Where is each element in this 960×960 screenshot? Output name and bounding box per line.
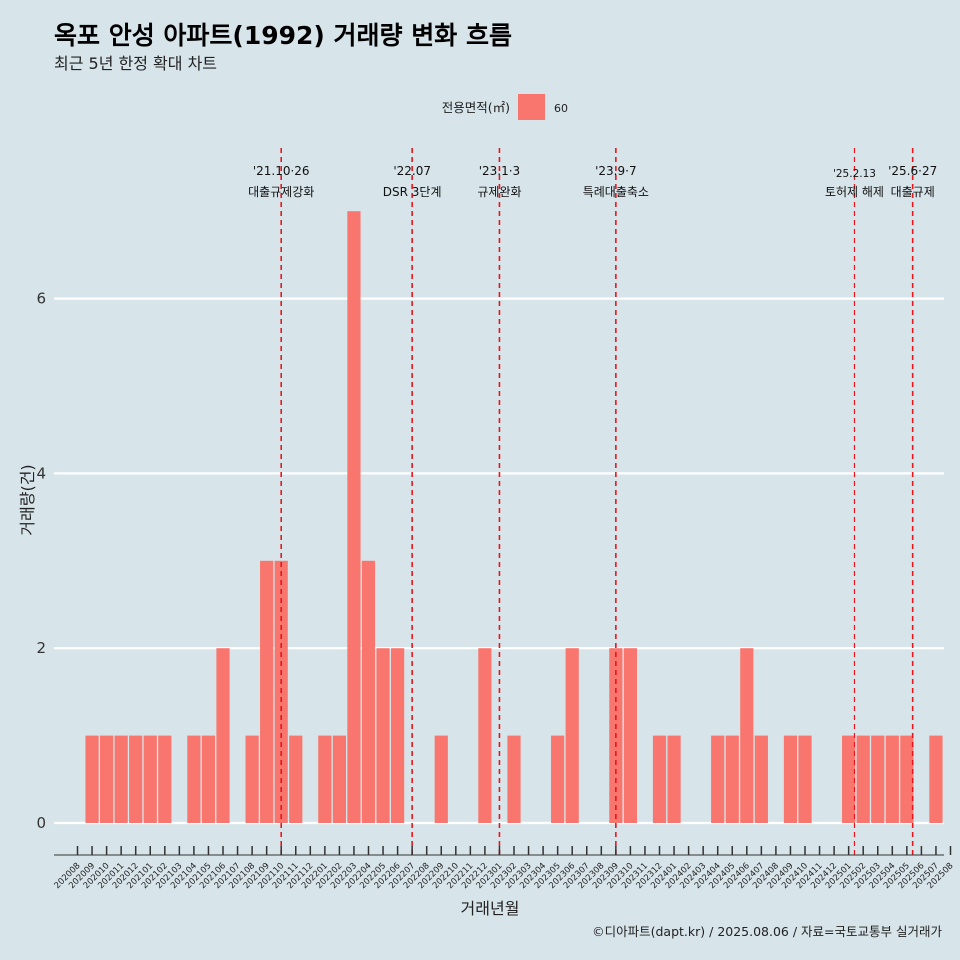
bar-202410 <box>798 735 812 823</box>
bar-202305 <box>551 735 565 823</box>
caption: ©디아파트(dapt.kr) / 2025.08.06 / 자료=국토교통부 실… <box>592 924 942 939</box>
bar-202105 <box>201 735 216 823</box>
bar-202201 <box>318 735 332 823</box>
bar-202202 <box>332 735 346 823</box>
event-name-label: 토허제 해제 <box>825 185 884 199</box>
bar-202104 <box>187 735 201 823</box>
bar-202102 <box>158 735 172 823</box>
event-date-label: '22.07 <box>393 164 431 178</box>
bar-202010 <box>100 735 114 823</box>
legend-title: 전용면적(㎡) <box>442 100 510 115</box>
event-date-label: '23.9·7 <box>595 164 636 178</box>
y-tick-label: 6 <box>36 290 46 308</box>
y-axis-title: 거래량(건) <box>18 464 37 535</box>
bars <box>85 211 943 823</box>
bar-202203 <box>347 211 361 823</box>
bar-202209 <box>434 735 448 823</box>
legend: 전용면적(㎡) 60 <box>442 94 568 120</box>
bar-202012 <box>129 735 143 823</box>
event-name-label: 특례대출축소 <box>583 185 649 199</box>
bar-202108 <box>245 735 259 823</box>
event-name-label: 대출규제 <box>891 185 935 199</box>
bar-202406 <box>740 648 754 823</box>
y-axis-ticks: 0 2 4 6 <box>36 290 46 832</box>
bar-202204 <box>361 560 376 823</box>
bar-202205 <box>376 648 390 823</box>
y-tick-label: 4 <box>36 464 46 482</box>
legend-label-60: 60 <box>554 102 568 115</box>
bar-202109 <box>260 560 274 823</box>
bar-202106 <box>216 648 230 823</box>
bar-202404 <box>711 735 725 823</box>
event-date-label: '25.2.13 <box>833 168 876 180</box>
event-date-label: '25.6·27 <box>888 164 937 178</box>
bar-202101 <box>143 735 157 823</box>
bar-202502 <box>856 735 870 823</box>
event-date-label: '23.1·3 <box>479 164 520 178</box>
event-lines <box>280 148 914 855</box>
bar-202111 <box>289 735 303 823</box>
bar-202312 <box>652 735 667 823</box>
chart-subtitle: 최근 5년 한정 확대 차트 <box>54 54 217 73</box>
bar-202011 <box>114 735 128 823</box>
y-tick-label: 2 <box>36 639 46 657</box>
x-axis: 2020082020092020102020112020122021012021… <box>53 846 956 891</box>
bar-202504 <box>885 735 899 823</box>
event-name-label: 규제완화 <box>477 185 521 199</box>
bar-202310 <box>623 648 637 823</box>
legend-key-60 <box>518 94 545 120</box>
event-annotations: '21.10·26 대출규제강화 '22.07 DSR 3단계 '23.1·3 규제완화 '… <box>248 164 937 199</box>
bar-202407 <box>754 735 768 823</box>
bar-202505 <box>900 735 914 823</box>
bar-202501 <box>842 735 856 823</box>
chart-title: 옥포 안성 아파트(1992) 거래량 변화 흐름 <box>54 21 512 50</box>
event-name-label: 대출규제강화 <box>248 185 314 199</box>
bar-202212 <box>478 648 492 823</box>
y-tick-label: 0 <box>36 814 46 832</box>
bar-202405 <box>725 735 739 823</box>
x-axis-title: 거래년월 <box>461 899 520 918</box>
bar-202409 <box>783 735 798 823</box>
bar-202503 <box>871 735 885 823</box>
event-name-label: DSR 3단계 <box>383 185 442 199</box>
event-date-label: '21.10·26 <box>253 164 310 178</box>
bar-202206 <box>391 648 405 823</box>
bar-202009 <box>85 735 99 823</box>
bar-202306 <box>565 648 579 823</box>
bar-202302 <box>507 735 521 823</box>
bar-202401 <box>667 735 681 823</box>
bar-202507 <box>929 735 943 823</box>
